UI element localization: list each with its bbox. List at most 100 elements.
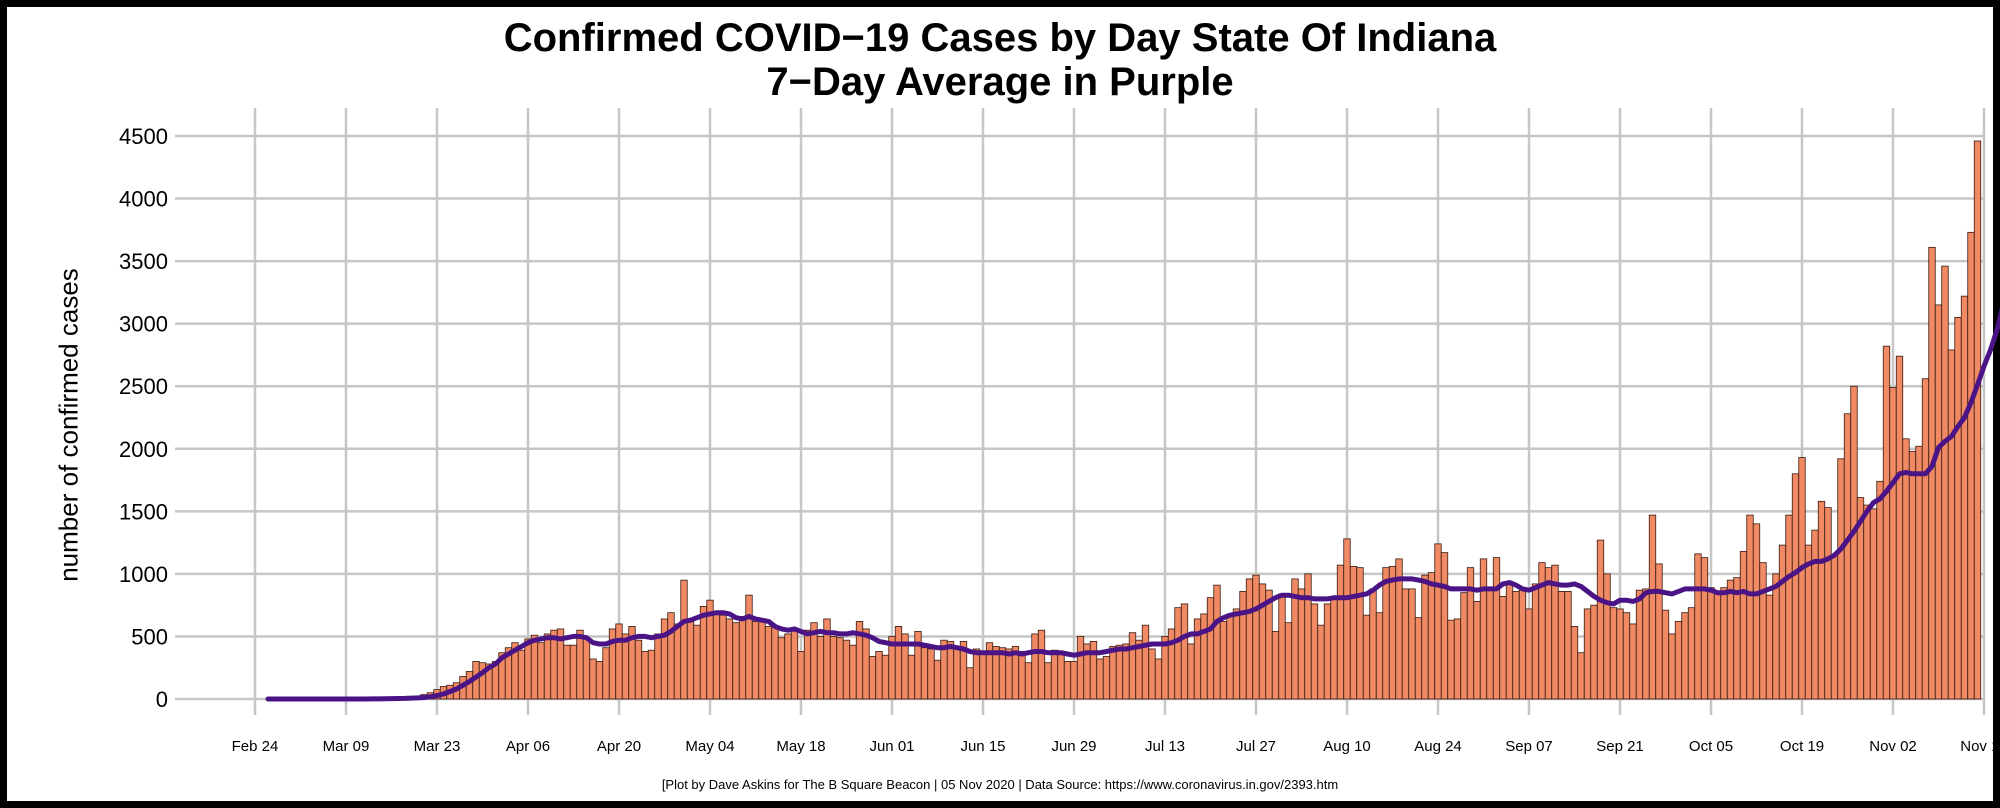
daily-case-bar bbox=[673, 623, 682, 700]
daily-case-bar bbox=[1057, 651, 1065, 700]
daily-case-bar bbox=[1375, 612, 1384, 700]
source-note: [Plot by Dave Askins for The B Square Be… bbox=[661, 777, 1339, 792]
daily-case-bar bbox=[641, 651, 649, 700]
daily-case-bar bbox=[1882, 345, 1891, 700]
daily-case-bar bbox=[1915, 445, 1923, 700]
daily-case-bar bbox=[1564, 591, 1572, 700]
daily-case-bar bbox=[1239, 591, 1247, 700]
daily-case-bar bbox=[1115, 644, 1124, 700]
daily-case-bar bbox=[1726, 579, 1735, 700]
y-tick-label: 1500 bbox=[119, 499, 168, 524]
daily-case-bar bbox=[1213, 584, 1221, 700]
x-tick-label: Sep 07 bbox=[1505, 738, 1553, 755]
daily-case-bar bbox=[725, 618, 734, 700]
daily-case-bar bbox=[816, 636, 825, 700]
daily-case-bars bbox=[361, 140, 1982, 700]
daily-case-bar bbox=[1531, 583, 1540, 700]
daily-case-bar bbox=[1850, 385, 1858, 700]
daily-case-bar bbox=[654, 633, 662, 700]
daily-case-bar bbox=[1791, 473, 1800, 700]
daily-case-bar bbox=[660, 618, 669, 700]
daily-case-bar bbox=[790, 628, 799, 700]
daily-case-bar bbox=[1941, 265, 1949, 700]
daily-case-bar bbox=[732, 622, 740, 700]
daily-case-bar bbox=[1076, 636, 1085, 700]
daily-case-bar bbox=[1642, 588, 1650, 700]
daily-case-bar bbox=[680, 579, 688, 700]
daily-case-bar bbox=[979, 652, 987, 700]
x-tick-label: Apr 20 bbox=[597, 738, 641, 755]
x-tick-label: Apr 06 bbox=[506, 738, 550, 755]
daily-case-bar bbox=[530, 634, 539, 700]
daily-case-bar bbox=[1889, 387, 1897, 700]
daily-case-bar bbox=[1895, 355, 1904, 700]
daily-case-bar bbox=[1713, 593, 1722, 700]
daily-case-bar bbox=[1323, 603, 1332, 700]
y-tick-label: 500 bbox=[131, 624, 168, 649]
chart-title: Confirmed COVID−19 Cases by Day State Of… bbox=[503, 16, 1497, 60]
daily-case-bar bbox=[1603, 573, 1611, 700]
daily-case-bar bbox=[1284, 622, 1293, 700]
daily-case-bar bbox=[1798, 457, 1806, 700]
daily-case-bar bbox=[797, 651, 805, 700]
daily-case-bar bbox=[647, 649, 656, 700]
daily-case-bar bbox=[602, 647, 610, 700]
daily-case-bar bbox=[894, 626, 903, 700]
daily-case-bar bbox=[1447, 619, 1455, 700]
daily-case-bar bbox=[1096, 658, 1104, 700]
x-tick-label: Jul 13 bbox=[1145, 738, 1185, 755]
daily-case-bar bbox=[1733, 577, 1741, 700]
x-tick-label: Oct 05 bbox=[1689, 738, 1733, 755]
daily-case-bar bbox=[1674, 621, 1683, 700]
daily-case-bar bbox=[1811, 529, 1819, 700]
daily-case-bar bbox=[1661, 609, 1670, 700]
daily-case-bar bbox=[1622, 612, 1631, 700]
daily-case-bar bbox=[927, 648, 935, 700]
daily-case-bar bbox=[1414, 617, 1423, 700]
daily-case-bar bbox=[1460, 592, 1468, 700]
daily-case-bar bbox=[803, 629, 812, 700]
daily-case-bar bbox=[1921, 378, 1930, 700]
daily-case-bar bbox=[1772, 573, 1780, 700]
daily-case-bar bbox=[1278, 593, 1286, 700]
daily-case-bar bbox=[875, 651, 883, 700]
daily-case-bar bbox=[946, 641, 955, 700]
daily-case-bar bbox=[745, 594, 753, 700]
daily-case-bar bbox=[1947, 349, 1956, 700]
daily-case-bar bbox=[1180, 603, 1189, 700]
daily-case-bar bbox=[1863, 504, 1871, 700]
daily-case-bar bbox=[1479, 558, 1488, 700]
x-tick-label: Mar 23 bbox=[414, 738, 461, 755]
y-tick-label: 2500 bbox=[119, 374, 168, 399]
daily-case-bar bbox=[1310, 603, 1319, 700]
x-tick-label: Nov 16 bbox=[1960, 738, 2000, 755]
y-tick-label: 3000 bbox=[119, 312, 168, 337]
daily-case-bar bbox=[1785, 514, 1793, 700]
daily-case-bar bbox=[777, 637, 786, 700]
daily-case-bar bbox=[1031, 633, 1039, 700]
x-tick-label: Mar 09 bbox=[323, 738, 370, 755]
daily-case-bar bbox=[836, 637, 844, 700]
daily-case-bar bbox=[1245, 578, 1254, 700]
daily-case-bar bbox=[1401, 588, 1410, 700]
daily-case-bar bbox=[1590, 604, 1598, 700]
y-tick-label: 0 bbox=[156, 687, 168, 712]
daily-case-bar bbox=[1687, 607, 1696, 700]
daily-case-bar bbox=[1421, 574, 1429, 700]
daily-case-bar bbox=[784, 633, 792, 700]
chart-subtitle: 7−Day Average in Purple bbox=[766, 60, 1234, 104]
daily-case-bar bbox=[1382, 567, 1390, 700]
x-tick-label: Aug 24 bbox=[1414, 738, 1462, 755]
x-tick-label: Oct 19 bbox=[1780, 738, 1824, 755]
daily-case-bar bbox=[751, 621, 760, 700]
daily-case-bar bbox=[1505, 580, 1514, 700]
daily-case-bar bbox=[1908, 450, 1917, 700]
daily-case-bar bbox=[686, 619, 695, 700]
daily-case-bar bbox=[1154, 658, 1163, 700]
daily-case-bar bbox=[1369, 588, 1377, 700]
daily-case-bar bbox=[1356, 567, 1364, 700]
daily-case-bar bbox=[1843, 413, 1852, 700]
daily-case-bar bbox=[1343, 538, 1351, 700]
daily-case-bar bbox=[1304, 573, 1312, 700]
daily-case-bar bbox=[1635, 589, 1644, 700]
